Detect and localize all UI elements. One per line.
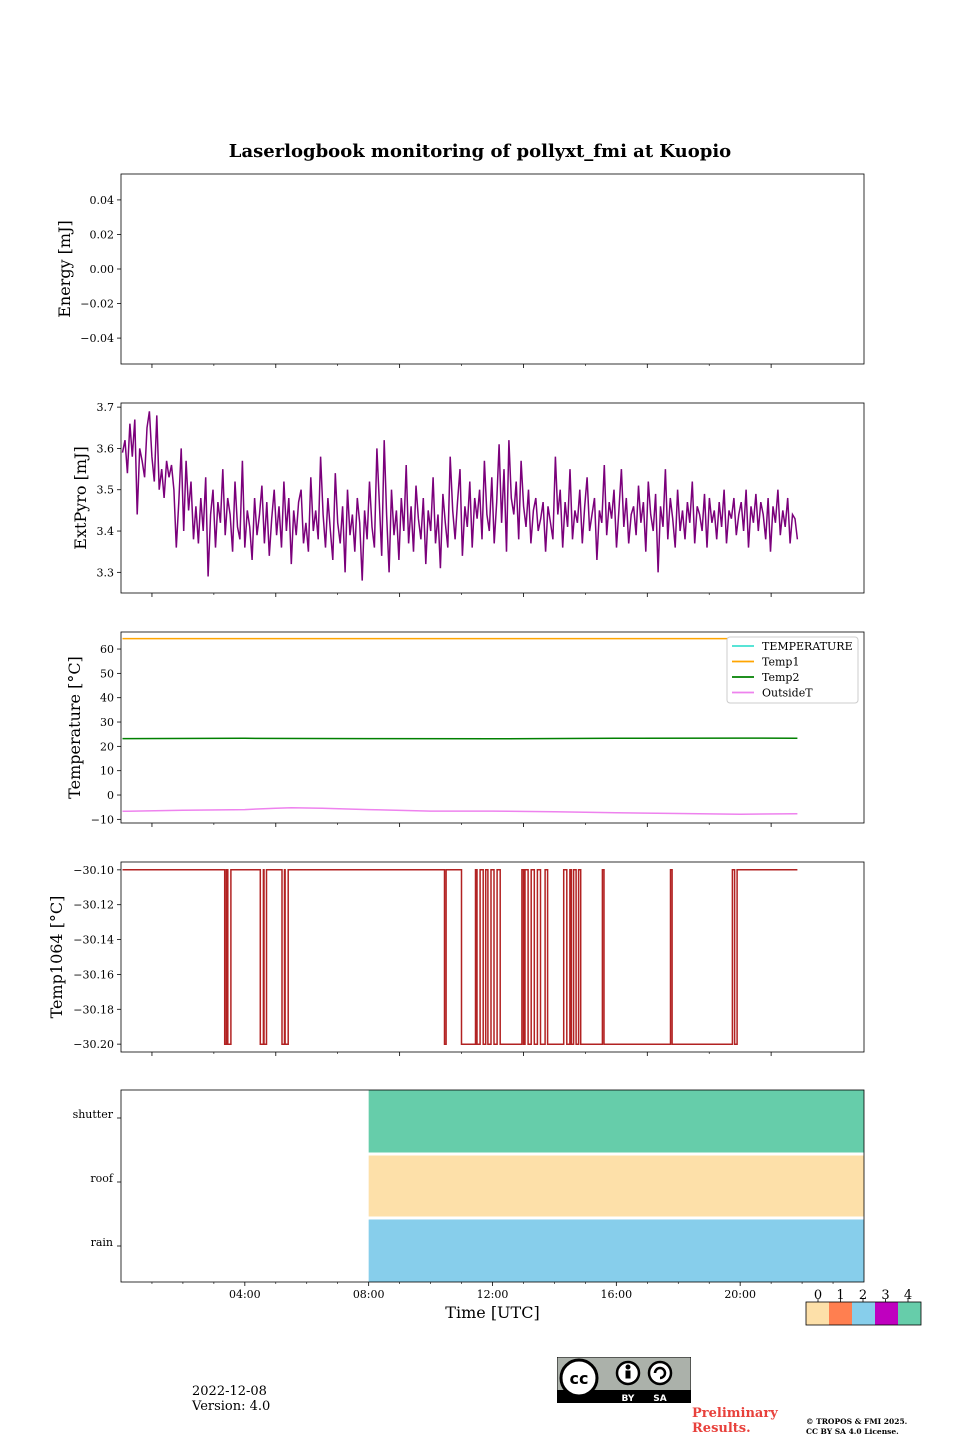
footer-version: Version: 4.0 (192, 1399, 271, 1414)
x-tick-label: 16:00 (600, 1288, 632, 1301)
legend-box (726, 636, 859, 704)
y-tick-label: 3.4 (97, 525, 115, 538)
y-tick-label: −30.14 (73, 934, 114, 947)
y-tick-label: −0.02 (80, 298, 114, 311)
colorbar-cell (898, 1302, 921, 1325)
y-tick-label: −30.10 (73, 864, 114, 877)
preliminary-note: Preliminary Results. (692, 1406, 778, 1436)
x-tick-label: 20:00 (724, 1288, 756, 1301)
y-axis-label: Temp1064 [°C] (47, 896, 66, 1019)
y-axis-label: ExtPyro [mJ] (71, 446, 90, 549)
temp2-series-line (122, 737, 798, 740)
y-tick-label: −30.12 (73, 899, 114, 912)
axes-frame (120, 173, 865, 365)
colorbar-cell (806, 1302, 829, 1325)
y-tick-label: 50 (100, 667, 114, 680)
y-tick-label: 30 (100, 716, 114, 729)
temp1064-panel: −30.10 −30.12 −30.14 −30.16 −30.18 −30.20 Temp… (47, 861, 865, 1056)
legend-label-outsidet: OutsideT (762, 687, 813, 700)
colorbar-tick-label: 4 (904, 1288, 912, 1303)
status-panel: shutter roof rain 04:00 08:00 12:00 16:00 20:00… (73, 1089, 865, 1322)
y-axis-label: Energy [mJ] (55, 220, 74, 318)
legend-label-temp2: Temp2 (762, 671, 799, 684)
y-tick-label: −0.04 (80, 332, 114, 345)
svg-text:BY: BY (622, 1394, 635, 1403)
temp1064-series-line (122, 869, 798, 1045)
y-tick-label: 3.7 (97, 401, 115, 414)
y-tick-label: 40 (100, 692, 114, 705)
y-tick-label: 0.02 (90, 228, 115, 241)
y-tick-label: 10 (100, 765, 114, 778)
axes-frame (120, 631, 865, 824)
y-axis-label: Temperature [°C] (65, 656, 84, 799)
y-tick-label: 20 (100, 740, 114, 753)
y-tick-label: 0 (107, 789, 114, 802)
preliminary-line-1: Preliminary (692, 1406, 778, 1421)
chart-title: Laserlogbook monitoring of pollyxt_fmi a… (228, 141, 732, 162)
x-tick-label: 04:00 (229, 1288, 261, 1301)
y-tick-label: 3.3 (97, 566, 115, 579)
footer-date: 2022-12-08 (192, 1384, 267, 1399)
sa-icon (647, 1360, 673, 1386)
y-tick-label: 0.04 (90, 194, 115, 207)
axes-frame (120, 402, 865, 594)
copyright-line-2: CC BY SA 4.0 License. (806, 1427, 899, 1436)
y-tick-label: −10 (91, 813, 114, 826)
colorbar-tick-label: 1 (836, 1288, 844, 1303)
copyright-line-1: © TROPOS & FMI 2025. (806, 1417, 908, 1426)
copyright-note: © TROPOS & FMI 2025. CC BY SA 4.0 Licens… (806, 1417, 907, 1437)
y-tick-label: 3.6 (97, 442, 115, 455)
cc-license-badge: cc BY SA (557, 1357, 691, 1403)
colorbar-cell (875, 1302, 898, 1325)
status-segment-roof (368, 1155, 864, 1217)
energy-panel: 0.04 0.02 0.00 −0.02 −0.04 Energy [mJ] (55, 173, 865, 368)
footer-info: 2022-12-08 Version: 4.0 (192, 1384, 270, 1414)
x-axis-label: Time [UTC] (445, 1303, 539, 1322)
y-tick-label: 0.00 (90, 263, 115, 276)
status-segment-rain (368, 1219, 864, 1282)
colorbar-cell (829, 1302, 852, 1325)
colorbar-tick-label: 0 (814, 1288, 822, 1303)
y-tick-label: −30.16 (73, 968, 114, 981)
y-tick-label: −30.18 (73, 1003, 114, 1016)
outsidet-series-line (122, 806, 798, 815)
row-label-roof: roof (90, 1172, 114, 1185)
legend-label-temperature: TEMPERATURE (762, 640, 853, 653)
colorbar-tick-label: 3 (881, 1288, 889, 1303)
colorbar-cell (852, 1302, 875, 1325)
svg-text:cc: cc (570, 1369, 589, 1388)
row-label-shutter: shutter (73, 1108, 114, 1121)
legend-label-temp1: Temp1 (762, 656, 799, 669)
status-segment-shutter (368, 1090, 864, 1153)
axes-frame (120, 861, 865, 1053)
y-tick-label: 3.5 (97, 484, 115, 497)
y-tick-label: −30.20 (73, 1038, 114, 1051)
cc-icon (559, 1358, 599, 1398)
row-label-rain: rain (91, 1236, 113, 1249)
colorbar-tick-label: 2 (859, 1288, 867, 1303)
temperature-panel: 60 50 40 30 20 10 0 −10 Temperature [°C] TEMPERAT… (65, 631, 865, 827)
y-tick-label: 60 (100, 643, 114, 656)
extpyro-series-line (121, 411, 799, 581)
extpyro-panel: 3.3 3.4 3.5 3.6 3.7 ExtPyro [mJ] (71, 401, 865, 597)
svg-text:SA: SA (653, 1394, 666, 1403)
colorbar-frame (805, 1301, 922, 1326)
preliminary-line-2: Results. (692, 1421, 751, 1436)
x-tick-label: 12:00 (477, 1288, 509, 1301)
x-tick-label: 08:00 (353, 1288, 385, 1301)
